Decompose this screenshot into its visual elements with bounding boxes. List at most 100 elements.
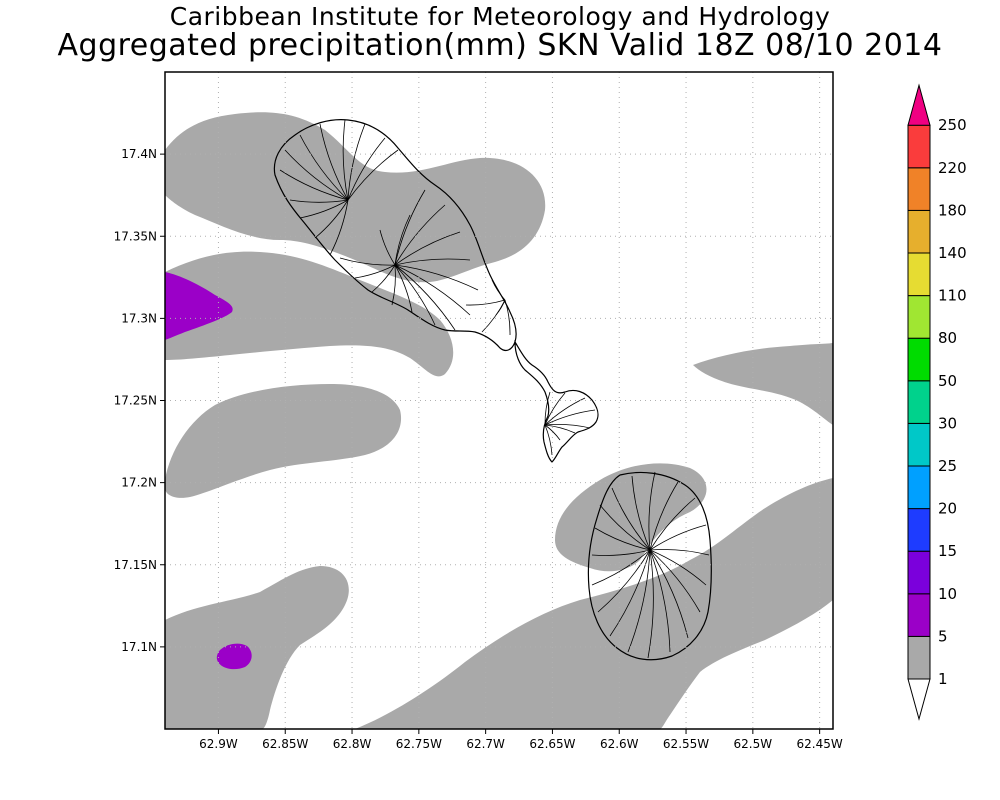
rain-1-5mm-areas <box>165 112 833 729</box>
legend-swatch <box>907 508 931 552</box>
rain-area-east <box>693 343 833 425</box>
drainage-line <box>394 264 479 291</box>
drainage-line <box>394 264 436 326</box>
drainage-line <box>648 471 656 551</box>
lon-tick-label: 62.75W <box>396 737 442 751</box>
drainage-line <box>394 189 426 266</box>
rain-area-west-band <box>165 251 454 377</box>
legend-swatch <box>907 465 931 510</box>
rain-area-central-west <box>165 384 402 498</box>
drainage-line <box>544 391 551 426</box>
drainage-line <box>347 123 366 201</box>
legend-swatch <box>907 167 931 211</box>
drainage-line <box>299 134 349 201</box>
drainage-line <box>279 169 349 201</box>
drainage-line <box>544 424 576 434</box>
legend-label: 1 <box>938 670 948 688</box>
drainage-line <box>599 504 651 551</box>
drainage-line <box>649 524 707 551</box>
drainage-line <box>314 199 349 239</box>
lat-tick-label: 17.2N <box>121 476 157 490</box>
legend-label: 10 <box>938 585 957 603</box>
drainage-line <box>631 475 651 551</box>
legend-swatch <box>907 635 931 680</box>
lat-tick-label: 17.1N <box>121 640 157 654</box>
drainage-line <box>347 137 386 201</box>
legend-bottom-arrow <box>907 678 931 721</box>
drainage-line <box>544 424 561 441</box>
drainage-line <box>649 549 671 653</box>
drainage-line <box>319 123 349 201</box>
legend-swatch <box>907 252 931 297</box>
lon-tick-label: 62.9W <box>199 737 238 751</box>
rain-area-southeast-band <box>355 478 833 729</box>
lat-tick-label: 17.25N <box>114 394 157 408</box>
legend-swatch <box>907 295 931 339</box>
drainage-line <box>609 549 651 637</box>
legend-label: 220 <box>938 159 967 177</box>
legend-label: 50 <box>938 372 957 390</box>
legend-label: 5 <box>938 627 948 645</box>
legend-label: 15 <box>938 542 957 560</box>
map-subtitle: Aggregated precipitation(mm) SKN Valid 1… <box>57 28 943 63</box>
rain-area-northwest <box>165 112 546 283</box>
lon-tick-label: 62.7W <box>466 737 505 751</box>
drainage-line <box>544 409 596 426</box>
drainage-line <box>649 481 679 551</box>
lon-tick-label: 62.85W <box>262 737 308 751</box>
drainage-line <box>394 214 411 266</box>
drainage-line <box>347 149 399 201</box>
drainage-line <box>371 264 396 293</box>
rain-5-10mm-areas <box>165 272 252 670</box>
drainage-line <box>354 264 396 279</box>
drainage-line <box>591 549 651 586</box>
drainage-line <box>465 299 506 306</box>
legend-swatch <box>907 593 931 637</box>
rain-purple-west <box>165 272 233 340</box>
island-nevis <box>587 471 712 661</box>
legend-label: 180 <box>938 201 967 219</box>
plot-area <box>165 72 833 729</box>
latitude-axis: 17.1N 17.15N 17.2N 17.25N 17.3N 17.35N 17.4N <box>114 147 165 654</box>
drainage-line <box>379 229 396 266</box>
drainage-line <box>481 299 506 333</box>
drainage-line <box>289 199 349 203</box>
drainage-line <box>649 549 701 613</box>
drainage-line <box>391 264 396 306</box>
legend-label: 110 <box>938 287 967 305</box>
longitude-axis: 62.9W 62.85W 62.8W 62.75W 62.7W 62.65W 62.6W 62… <box>199 729 843 751</box>
drainage-line <box>544 392 566 426</box>
legend-label: 250 <box>938 116 967 134</box>
drainage-line <box>491 279 506 301</box>
legend-swatch <box>907 337 931 382</box>
legend-label: 30 <box>938 414 957 432</box>
legend-swatch <box>907 422 931 467</box>
drainage-line <box>342 119 349 201</box>
drainage-line <box>339 257 396 266</box>
drainage-line <box>649 549 710 556</box>
lat-tick-label: 17.15N <box>114 558 157 572</box>
lon-tick-label: 62.65W <box>529 737 575 751</box>
drainage-line <box>394 231 461 266</box>
island-peninsula <box>514 339 599 463</box>
drainage-line <box>611 487 651 551</box>
lon-tick-label: 62.8W <box>333 737 372 751</box>
lat-tick-label: 17.4N <box>121 147 157 161</box>
lon-tick-label: 62.5W <box>734 737 773 751</box>
drainage-line <box>544 424 553 456</box>
drainage-line <box>394 258 471 266</box>
legend-swatch <box>907 380 931 424</box>
drainage-line <box>597 549 651 613</box>
drainage-line <box>394 264 413 313</box>
legend-label: 80 <box>938 329 957 347</box>
drainage-line <box>394 264 471 316</box>
drainage-line <box>504 299 511 336</box>
drainage-line <box>394 264 456 331</box>
lon-tick-label: 62.6W <box>600 737 639 751</box>
drainage-line <box>591 549 651 556</box>
legend-swatch <box>907 550 931 595</box>
legend-swatch <box>907 209 931 254</box>
drainage-line <box>394 204 446 266</box>
